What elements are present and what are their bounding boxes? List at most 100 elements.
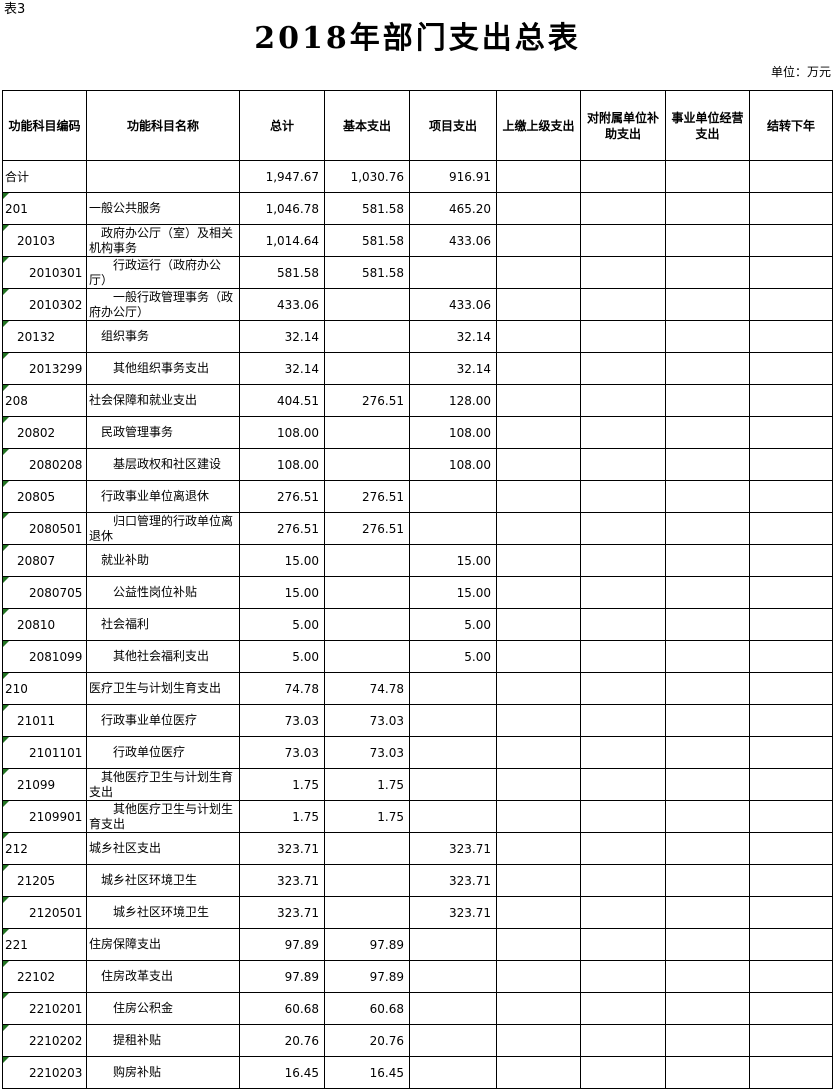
name-cell: 住房公积金	[86, 992, 240, 1025]
upper-level-expense-cell	[496, 832, 581, 865]
subsidy-expense-cell	[580, 288, 666, 321]
error-flag-icon	[3, 801, 9, 807]
name-cell: 组织事务	[86, 320, 240, 353]
total-cell: 97.89	[239, 960, 325, 993]
upper-level-expense-cell	[496, 352, 581, 385]
code-cell: 208	[2, 384, 87, 417]
error-flag-icon	[3, 897, 9, 903]
operating-expense-cell	[665, 448, 750, 481]
total-cell: 323.71	[239, 896, 325, 929]
error-flag-icon	[3, 609, 9, 615]
code-cell: 21011	[2, 704, 87, 737]
page-title: 2018年部门支出总表	[254, 21, 581, 56]
code-cell: 2210201	[2, 992, 87, 1025]
total-cell: 32.14	[239, 320, 325, 353]
operating-expense-cell	[665, 928, 750, 961]
header-basic-expense: 基本支出	[324, 90, 410, 161]
name-cell: 其他医疗卫生与计划生育支出	[86, 768, 240, 801]
basic-expense-cell	[324, 288, 410, 321]
error-flag-icon	[3, 673, 9, 679]
basic-expense-cell: 1.75	[324, 768, 410, 801]
operating-expense-cell	[665, 960, 750, 993]
subsidy-expense-cell	[580, 256, 666, 289]
table-row: 2101101 行政单位医疗 73.03 73.03	[2, 736, 833, 769]
code-cell: 2109901	[2, 800, 87, 833]
operating-expense-cell	[665, 544, 750, 577]
table-row: 2210203 购房补贴 16.45 16.45	[2, 1056, 833, 1089]
error-flag-icon	[3, 385, 9, 391]
code-cell: 201	[2, 192, 87, 225]
name-cell: 归口管理的行政单位离退休	[86, 512, 240, 545]
upper-level-expense-cell	[496, 1056, 581, 1089]
total-cell: 323.71	[239, 864, 325, 897]
name-cell: 民政管理事务	[86, 416, 240, 449]
upper-level-expense-cell	[496, 544, 581, 577]
subsidy-expense-cell	[580, 736, 666, 769]
subsidy-expense-cell	[580, 352, 666, 385]
upper-level-expense-cell	[496, 160, 581, 193]
error-flag-icon	[3, 353, 9, 359]
upper-level-expense-cell	[496, 992, 581, 1025]
error-flag-icon	[3, 993, 9, 999]
name-cell: 社会福利	[86, 608, 240, 641]
project-expense-cell: 323.71	[409, 832, 497, 865]
code-cell: 2080705	[2, 576, 87, 609]
error-flag-icon	[3, 1025, 9, 1031]
header-function-code: 功能科目编码	[2, 90, 87, 161]
upper-level-expense-cell	[496, 640, 581, 673]
carryover-cell	[749, 768, 833, 801]
error-flag-icon	[3, 257, 9, 263]
operating-expense-cell	[665, 512, 750, 545]
upper-level-expense-cell	[496, 896, 581, 929]
table-row: 221 住房保障支出 97.89 97.89	[2, 928, 833, 961]
subsidy-expense-cell	[580, 704, 666, 737]
operating-expense-cell	[665, 832, 750, 865]
code-cell: 21205	[2, 864, 87, 897]
header-operating-expense: 事业单位经营支出	[665, 90, 750, 161]
subsidy-expense-cell	[580, 800, 666, 833]
carryover-cell	[749, 480, 833, 513]
code-cell: 2010302	[2, 288, 87, 321]
operating-expense-cell	[665, 416, 750, 449]
code-cell: 20807	[2, 544, 87, 577]
basic-expense-cell: 1.75	[324, 800, 410, 833]
code-cell: 210	[2, 672, 87, 705]
subsidy-expense-cell	[580, 192, 666, 225]
total-cell: 32.14	[239, 352, 325, 385]
carryover-cell	[749, 864, 833, 897]
total-cell: 276.51	[239, 512, 325, 545]
subsidy-expense-cell	[580, 992, 666, 1025]
subsidy-expense-cell	[580, 512, 666, 545]
carryover-cell	[749, 832, 833, 865]
table-row: 2010301 行政运行（政府办公厅） 581.58 581.58	[2, 256, 833, 289]
table-row: 2120501 城乡社区环境卫生 323.71 323.71	[2, 896, 833, 929]
name-cell	[86, 160, 240, 193]
subsidy-expense-cell	[580, 416, 666, 449]
basic-expense-cell	[324, 608, 410, 641]
code-cell: 21099	[2, 768, 87, 801]
error-flag-icon	[3, 705, 9, 711]
basic-expense-cell: 97.89	[324, 928, 410, 961]
error-flag-icon	[3, 577, 9, 583]
project-expense-cell	[409, 992, 497, 1025]
basic-expense-cell: 74.78	[324, 672, 410, 705]
upper-level-expense-cell	[496, 576, 581, 609]
project-expense-cell: 5.00	[409, 640, 497, 673]
carryover-cell	[749, 288, 833, 321]
error-flag-icon	[3, 289, 9, 295]
code-cell: 2010301	[2, 256, 87, 289]
carryover-cell	[749, 320, 833, 353]
upper-level-expense-cell	[496, 864, 581, 897]
basic-expense-cell: 276.51	[324, 384, 410, 417]
operating-expense-cell	[665, 1024, 750, 1057]
total-cell: 276.51	[239, 480, 325, 513]
error-flag-icon	[3, 929, 9, 935]
upper-level-expense-cell	[496, 288, 581, 321]
carryover-cell	[749, 512, 833, 545]
carryover-cell	[749, 384, 833, 417]
upper-level-expense-cell	[496, 384, 581, 417]
name-cell: 住房保障支出	[86, 928, 240, 961]
upper-level-expense-cell	[496, 224, 581, 257]
operating-expense-cell	[665, 288, 750, 321]
upper-level-expense-cell	[496, 320, 581, 353]
